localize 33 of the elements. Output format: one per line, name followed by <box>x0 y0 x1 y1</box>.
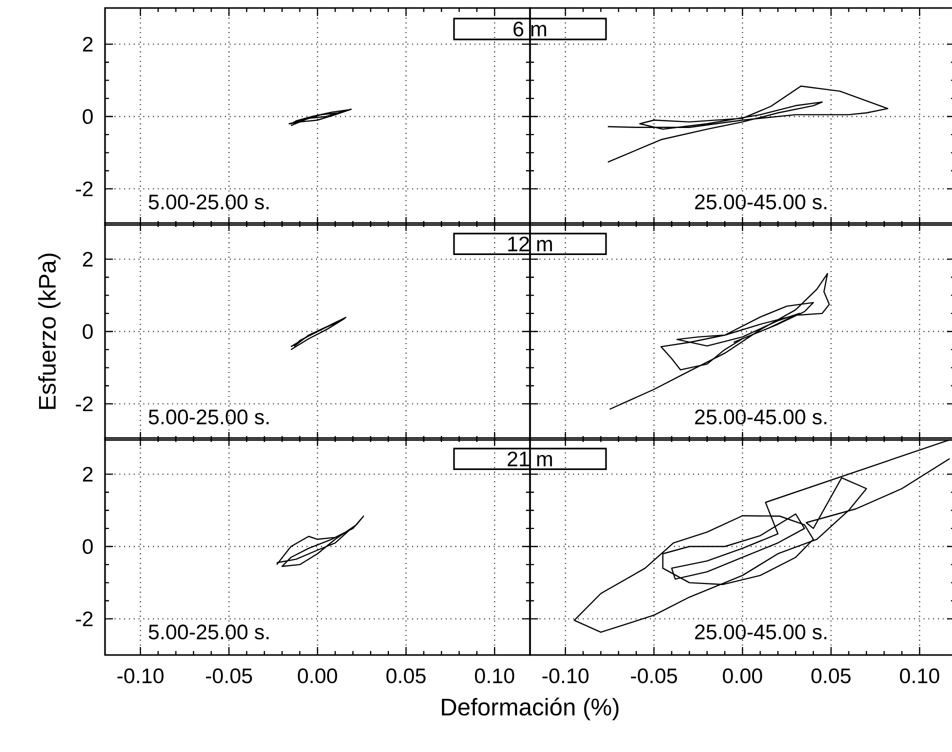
x-tick-label: 0.05 <box>811 668 851 684</box>
x-axis-title: Deformación (%) <box>442 698 618 720</box>
y-tick-label: 0 <box>82 109 93 124</box>
annotation: 25.00-45.00 s. <box>695 194 826 210</box>
x-tick-label: 0.10 <box>900 668 940 684</box>
y-tick-label: 0 <box>82 324 93 339</box>
x-tick-label: -0.05 <box>630 668 678 684</box>
annotation: 25.00-45.00 s. <box>695 410 826 424</box>
y-tick-label: -2 <box>76 182 93 196</box>
x-tick-label: 0.05 <box>386 668 426 684</box>
x-tick-label: -0.10 <box>542 668 589 684</box>
y-tick-label: -2 <box>76 612 93 626</box>
y-axis-title: Esfuerzo (kPa) <box>38 254 61 409</box>
x-tick-label: 0.00 <box>298 668 338 684</box>
annotation: 5.00-25.00 s. <box>148 194 269 210</box>
line-series <box>290 316 346 350</box>
x-tick-label: 0.00 <box>722 668 762 684</box>
annotation: 5.00-25.00 s. <box>148 410 269 424</box>
x-tick-label: 0.10 <box>474 668 514 684</box>
y-tick-label: -2 <box>76 396 93 412</box>
y-tick-label: 0 <box>82 539 93 554</box>
chart-title: 21 m <box>508 452 552 466</box>
x-tick-label: -0.10 <box>117 668 164 684</box>
line-series <box>276 516 364 567</box>
y-tick-label: 2 <box>82 36 93 52</box>
annotation: 5.00-25.00 s. <box>148 624 269 640</box>
text: 6 m <box>514 22 546 36</box>
y-tick-label: 2 <box>82 466 93 482</box>
y-tick-label: 2 <box>82 252 93 266</box>
x-tick-label: -0.05 <box>206 668 252 684</box>
line-series <box>288 108 352 126</box>
chart-title: 12 m <box>508 236 552 252</box>
annotation: 25.00-45.00 s. <box>695 624 826 640</box>
